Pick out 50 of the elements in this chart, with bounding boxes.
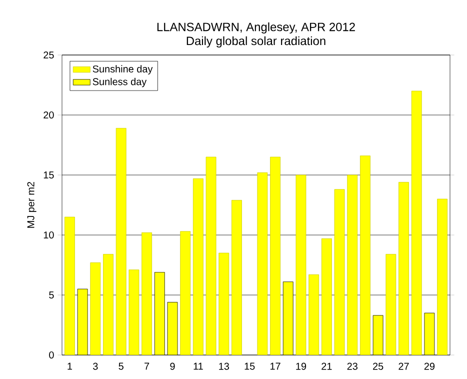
y-tick-label: 5	[49, 292, 54, 298]
bar	[347, 174, 358, 355]
x-tick-label: 11	[194, 362, 203, 370]
bar	[206, 156, 216, 355]
bar	[192, 178, 204, 355]
x-tick-label: 3	[93, 362, 98, 370]
bar	[398, 182, 409, 355]
bar	[232, 200, 242, 355]
x-tick-label: 21	[322, 362, 332, 370]
legend-label: Sunshine day	[92, 65, 153, 74]
bar	[64, 217, 75, 355]
y-axis-title: MJ per m2	[27, 182, 36, 228]
y-tick-label: 10	[44, 231, 54, 239]
bar	[437, 198, 448, 355]
x-tick-label: 17	[270, 362, 280, 370]
chart-title: LLANSADWRN, Anglesey, APR 2012	[157, 22, 355, 34]
x-tick-label: 13	[219, 362, 229, 370]
bar	[116, 128, 126, 355]
bar	[308, 274, 320, 355]
x-tick-label: 25	[373, 362, 384, 370]
y-tick-label: 20	[44, 111, 54, 119]
x-tick-label: 5	[118, 362, 124, 370]
bar	[257, 172, 268, 355]
bar	[334, 189, 345, 355]
bar	[103, 254, 114, 355]
bar	[142, 232, 152, 355]
x-tick-label: 27	[398, 362, 409, 370]
bar	[296, 174, 306, 355]
x-tick-label: 1	[68, 362, 72, 370]
chart-subtitle: Daily global solar radiation	[186, 36, 326, 48]
x-tick-label: 9	[170, 362, 175, 370]
bar	[90, 262, 101, 355]
x-tick-label: 19	[296, 362, 306, 370]
bar	[218, 252, 230, 355]
bar	[321, 238, 332, 355]
legend-label: Sunless day	[92, 78, 147, 88]
bar	[386, 254, 396, 355]
bar	[180, 231, 191, 355]
y-tick-label: 15	[44, 172, 54, 178]
bar	[282, 282, 294, 355]
bar	[411, 90, 422, 355]
bar	[270, 156, 280, 355]
y-tick-label: 25	[44, 51, 54, 59]
bar	[154, 272, 165, 355]
x-tick-label: 7	[144, 362, 150, 370]
x-tick-label: 29	[424, 362, 435, 370]
x-tick-label: 15	[244, 362, 255, 370]
x-tick-label: 23	[347, 362, 358, 370]
y-tick-label: 0	[49, 351, 54, 359]
bar	[360, 156, 370, 355]
